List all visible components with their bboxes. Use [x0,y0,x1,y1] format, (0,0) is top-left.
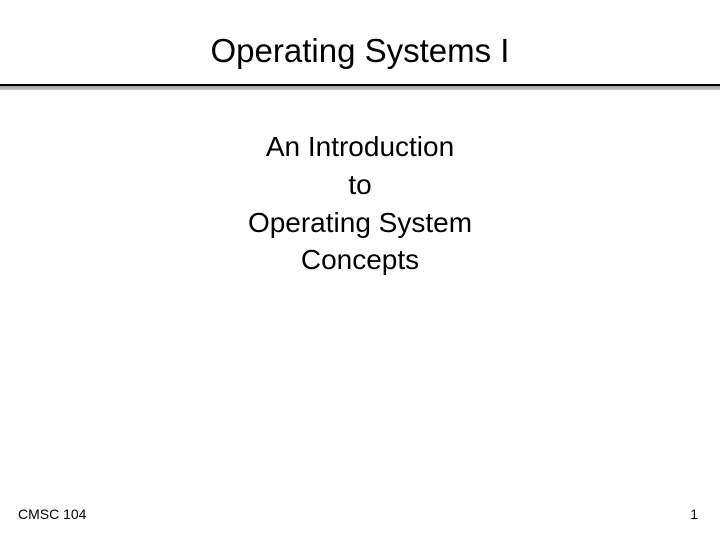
title-divider [0,84,720,90]
slide-subtitle: An Introduction to Operating System Conc… [0,128,720,279]
page-number: 1 [690,506,698,522]
slide-title: Operating Systems I [0,0,720,80]
subtitle-line-1: An Introduction [0,128,720,166]
course-code: CMSC 104 [18,506,86,522]
slide-container: Operating Systems I An Introduction to O… [0,0,720,540]
subtitle-line-4: Concepts [0,241,720,279]
subtitle-line-3: Operating System [0,204,720,242]
subtitle-line-2: to [0,166,720,204]
